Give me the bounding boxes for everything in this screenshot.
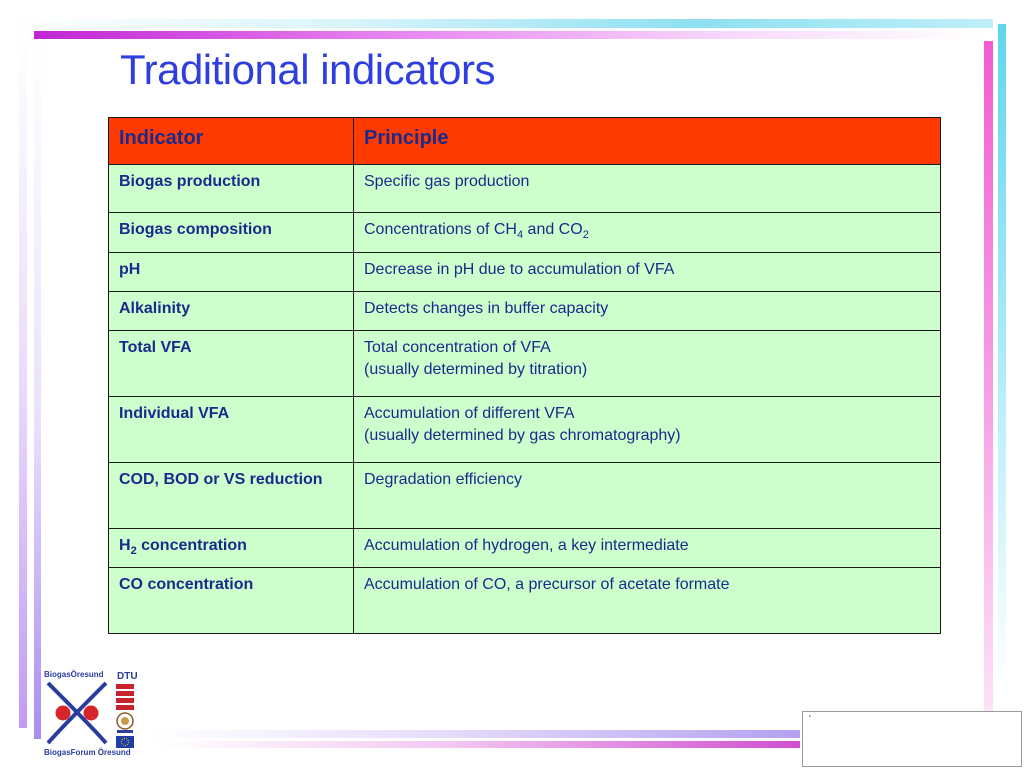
table-row: Alkalinity Detects changes in buffer cap… (108, 291, 941, 331)
indicator-cell: CO concentration (108, 567, 354, 634)
indicator-cell: COD, BOD or VS reduction (108, 462, 354, 529)
indicator-cell: Alkalinity (108, 291, 354, 331)
principle-line: (usually determined by gas chromatograph… (364, 427, 681, 444)
principle-cell: Total concentration of VFA (usually dete… (353, 330, 941, 397)
placeholder-mark: ■ (809, 714, 811, 718)
table-row: COD, BOD or VS reduction Degradation eff… (108, 462, 941, 529)
decorative-bar-left-outer (19, 28, 27, 728)
principle-line: Detects changes in buffer capacity (364, 300, 609, 317)
principle-cell: Accumulation of hydrogen, a key intermed… (353, 528, 941, 568)
principle-cell: Accumulation of different VFA (usually d… (353, 396, 941, 463)
biogas-oresund-logo-icon (46, 681, 108, 745)
principle-line: Concentrations of CH4 and CO2 (364, 221, 589, 241)
indicator-cell: Individual VFA (108, 396, 354, 463)
principle-line: Specific gas production (364, 173, 530, 190)
eu-flag-icon (116, 736, 134, 748)
slide-title: Traditional indicators (120, 46, 495, 93)
indicator-cell: pH (108, 252, 354, 292)
biogasforum-oresund-label: BiogasForum Öresund (44, 748, 131, 757)
decorative-bar-left-inner (34, 39, 41, 739)
principle-cell: Degradation efficiency (353, 462, 941, 529)
principle-cell: Concentrations of CH4 and CO2 (353, 212, 941, 253)
principle-line: Decrease in pH due to accumulation of VF… (364, 261, 675, 278)
header-indicator: Indicator (108, 117, 354, 165)
decorative-bar-top-magenta (34, 31, 984, 39)
biogas-oresund-label: BiogasÖresund (44, 670, 104, 679)
table-row: pH Decrease in pH due to accumulation of… (108, 252, 941, 292)
dtu-logo-icon (116, 684, 134, 710)
lund-university-seal-icon (116, 712, 134, 733)
decorative-bar-top-cyan (8, 19, 993, 28)
indicator-cell: H2 concentration (108, 528, 354, 568)
principle-line: Accumulation of hydrogen, a key intermed… (364, 537, 689, 554)
table-row: H2 concentration Accumulation of hydroge… (108, 528, 941, 568)
indicator-table: Indicator Principle Biogas production Sp… (108, 117, 941, 634)
table-row: Biogas production Specific gas productio… (108, 164, 941, 213)
decorative-bar-right-pink (984, 41, 993, 741)
principle-cell: Detects changes in buffer capacity (353, 291, 941, 331)
indicator-cell: Biogas composition (108, 212, 354, 253)
table-row: CO concentration Accumulation of CO, a p… (108, 567, 941, 634)
indicator-cell: Biogas production (108, 164, 354, 213)
principle-cell: Decrease in pH due to accumulation of VF… (353, 252, 941, 292)
decorative-bar-bottom-magenta (160, 741, 800, 748)
table-row: Biogas composition Concentrations of CH4… (108, 212, 941, 253)
principle-line: Total concentration of VFA (364, 339, 551, 356)
footer-logos: BiogasÖresund DTU BiogasForum Öresund (42, 668, 138, 760)
indicator-cell: Total VFA (108, 330, 354, 397)
dtu-label: DTU (117, 671, 138, 682)
principle-line: Degradation efficiency (364, 471, 523, 488)
principle-cell: Specific gas production (353, 164, 941, 213)
principle-line: (usually determined by titration) (364, 361, 588, 378)
decorative-bar-right-cyan (998, 24, 1006, 694)
table-row: Individual VFA Accumulation of different… (108, 396, 941, 463)
principle-cell: Accumulation of CO, a precursor of aceta… (353, 567, 941, 634)
header-principle: Principle (353, 117, 941, 165)
principle-line: Accumulation of different VFA (364, 405, 575, 422)
table-header-row: Indicator Principle (108, 117, 941, 165)
decorative-bar-bottom-lavender (150, 730, 800, 738)
footer-placeholder-box: ■ (802, 711, 1022, 767)
principle-line: Accumulation of CO, a precursor of aceta… (364, 576, 730, 593)
table-row: Total VFA Total concentration of VFA (us… (108, 330, 941, 397)
